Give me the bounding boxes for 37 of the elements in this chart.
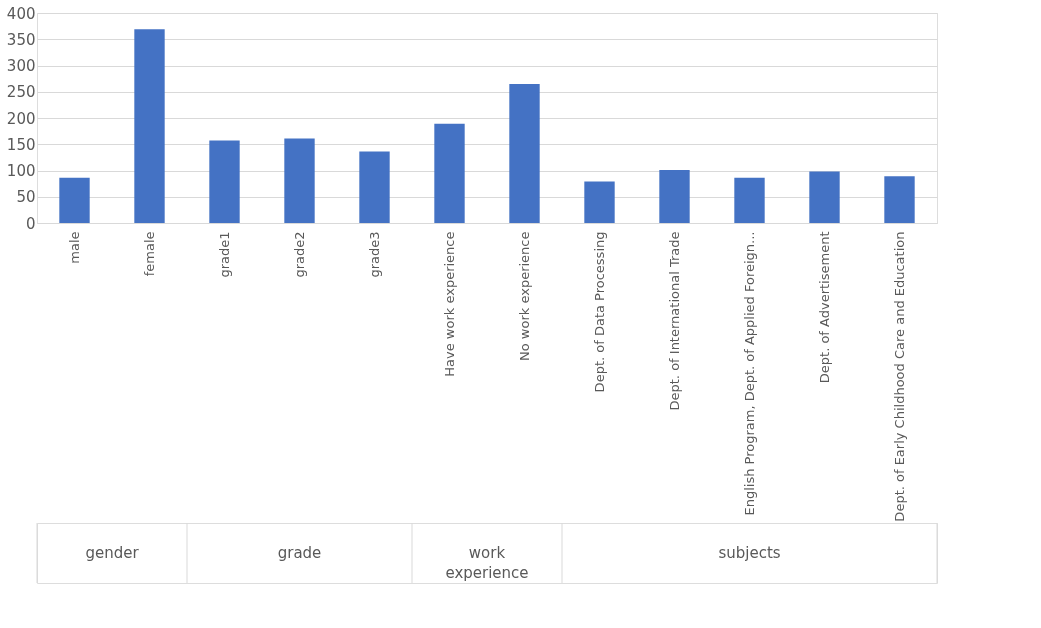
x-tick-label: female [141, 231, 157, 277]
x-tick-label: Dept. of Early Childhood Care and Education [891, 231, 907, 522]
text: gender [85, 544, 140, 562]
text: work experience [445, 544, 529, 582]
x-tick-label: grade3 [366, 231, 382, 278]
y-tick-label: 0 [25, 214, 36, 233]
x-tick-label: grade1 [216, 231, 232, 278]
y-tick-label: 100 [6, 162, 36, 180]
y-tick-label: 250 [6, 83, 36, 102]
bar [59, 177, 90, 223]
bar [734, 177, 765, 223]
y-tick-label: 50 [16, 188, 36, 207]
bar [359, 151, 390, 223]
y-tick-label: 350 [6, 30, 36, 49]
y-tick-label: 300 [6, 57, 36, 75]
x-tick-label: Dept. of Data Processing [591, 231, 607, 393]
bar [659, 169, 690, 223]
x-tick-label: English Program, Dept. of Applied Foreign... [741, 231, 757, 516]
bar [284, 138, 315, 223]
bar [209, 140, 240, 223]
text: subjects [718, 544, 781, 562]
bar [134, 29, 165, 223]
bar [434, 123, 465, 223]
y-tick-label: 200 [6, 109, 36, 128]
text: grade [277, 544, 322, 562]
bar [809, 171, 840, 223]
bar [884, 176, 915, 223]
y-tick-label: 400 [6, 4, 36, 23]
y-tick-label: 150 [6, 135, 36, 154]
x-tick-label: Dept. of International Trade [666, 231, 682, 411]
bar [584, 181, 615, 223]
bar [509, 83, 540, 223]
x-tick-label: Have work experience [441, 231, 457, 377]
x-tick-label: Dept. of Advertisement [816, 231, 832, 384]
x-tick-label: No work experience [516, 231, 532, 361]
x-tick-label: grade2 [291, 231, 307, 278]
x-tick-label: male [66, 231, 82, 264]
